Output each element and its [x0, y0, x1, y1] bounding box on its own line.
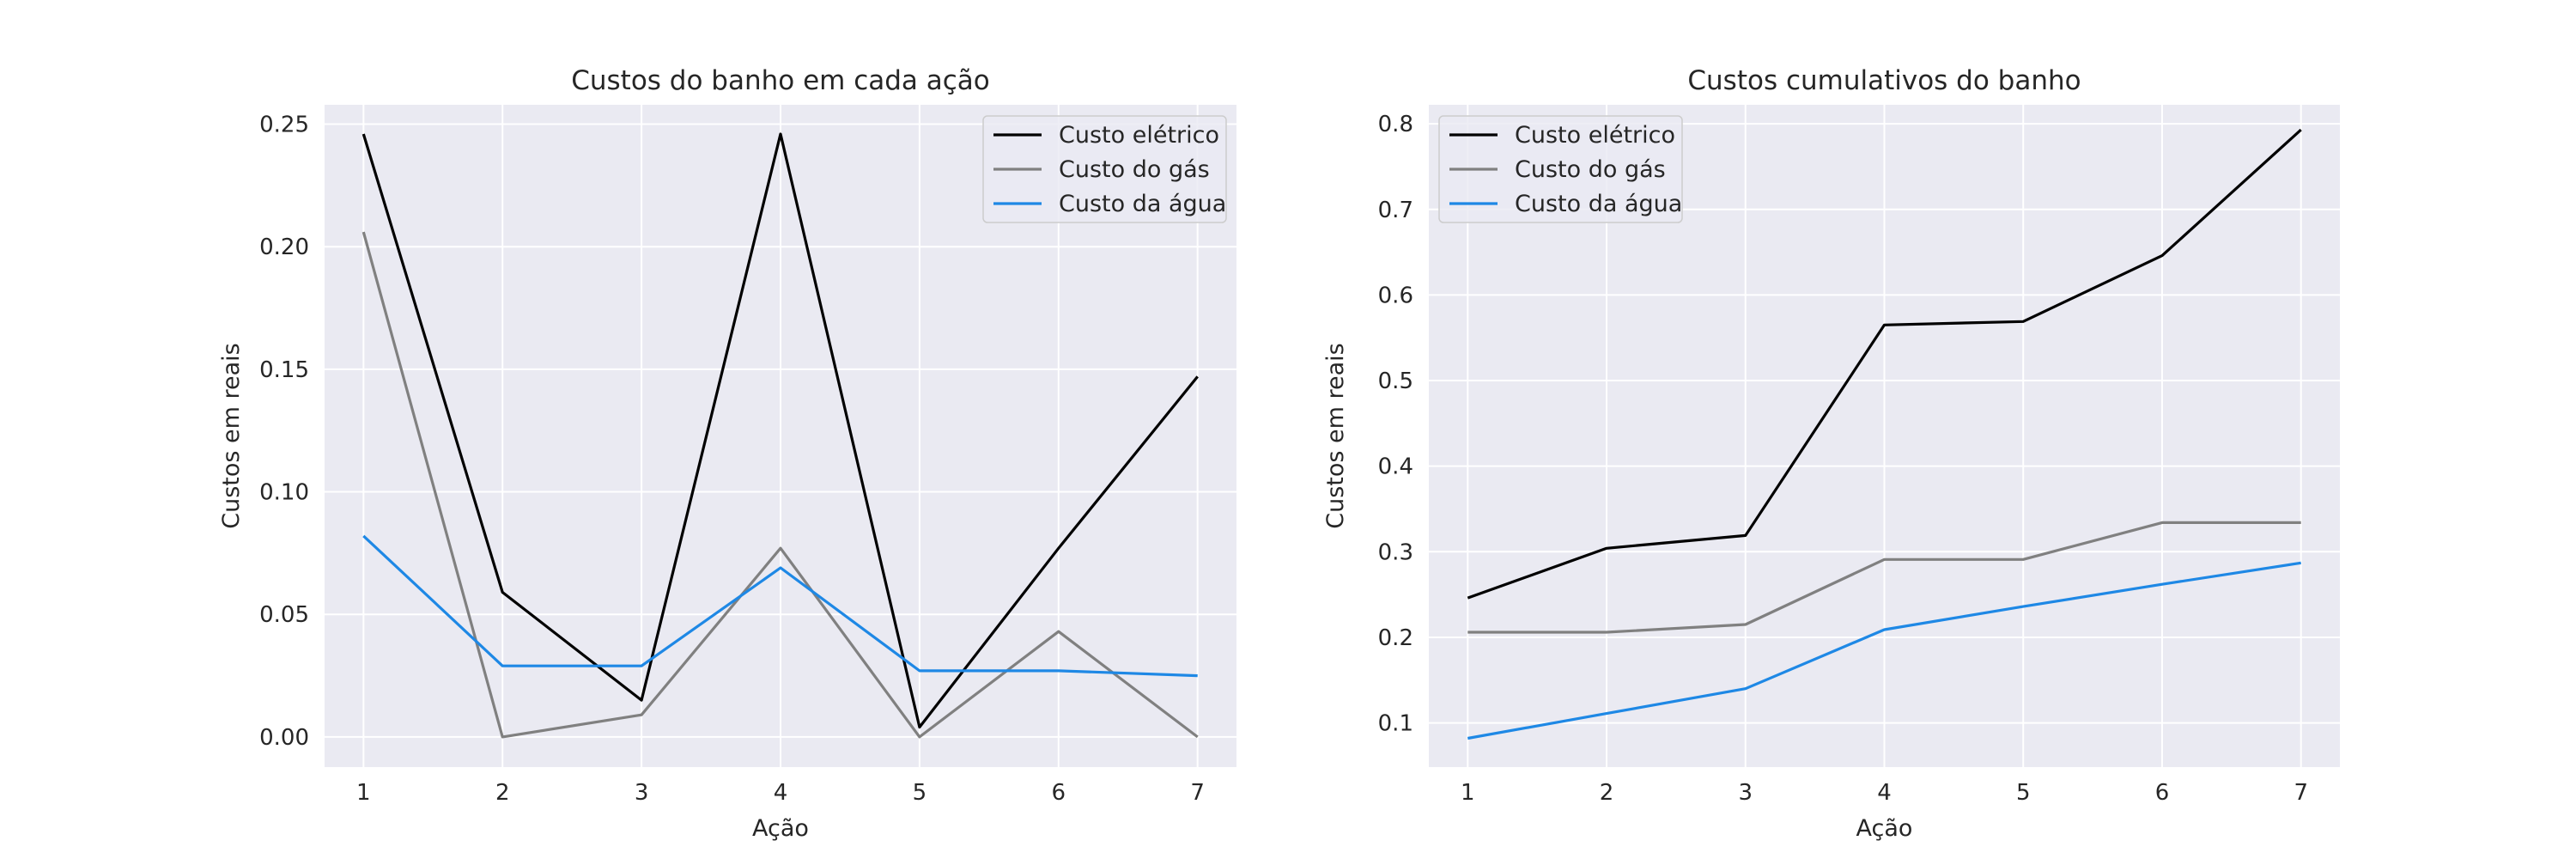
y-tick-label: 0.25	[259, 113, 309, 138]
x-tick-label: 2	[495, 780, 510, 806]
x-axis-label: Ação	[752, 815, 809, 842]
x-tick-label: 7	[2293, 780, 2308, 806]
series-line-custo-da-agua	[1467, 561, 2301, 740]
y-tick-label: 0.00	[259, 725, 309, 751]
legend-label: Custo do gás	[1515, 156, 1666, 183]
y-tick-label: 0.3	[1378, 539, 1413, 565]
y-tick-label: 0.6	[1378, 283, 1413, 308]
y-tick-label: 0.1	[1378, 711, 1413, 737]
y-axis-label: Custos em reais	[218, 343, 245, 529]
y-tick-label: 0.20	[259, 235, 309, 260]
legend-label: Custo elétrico	[1059, 122, 1219, 149]
y-tick-label: 0.4	[1378, 454, 1413, 480]
y-tick-label: 0.5	[1378, 369, 1413, 394]
y-tick-label: 0.15	[259, 357, 309, 383]
series-line-custo-eletrico	[1467, 128, 2302, 600]
x-tick-label: 6	[2155, 780, 2170, 806]
y-axis-label: Custos em reais	[1322, 343, 1349, 529]
y-tick-label: 0.2	[1378, 625, 1413, 651]
chart-title: Custos cumulativos do banho	[1687, 65, 2081, 96]
x-tick-label: 2	[1600, 780, 1614, 806]
x-tick-label: 4	[774, 780, 788, 806]
legend-box	[1438, 115, 1683, 223]
y-tick-label: 0.8	[1378, 112, 1413, 137]
x-tick-label: 4	[1877, 780, 1892, 806]
chart-left: 1 2 3 4 5 6 7 0.00 0.05 0.10 0.15 0.20 0.25 Custos do…	[218, 65, 1236, 842]
series-line-custo-do-gas	[361, 231, 1199, 739]
x-tick-label: 6	[1052, 780, 1066, 806]
x-tick-label: 7	[1190, 780, 1205, 806]
x-tick-label: 3	[635, 780, 649, 806]
y-tick-label: 0.05	[259, 602, 309, 628]
legend-label: Custo da água	[1059, 191, 1226, 217]
series-line-custo-eletrico	[361, 132, 1199, 729]
legend-label: Custo da água	[1515, 191, 1682, 217]
series-line-custo-da-agua	[362, 534, 1198, 678]
x-tick-label: 1	[356, 780, 371, 806]
legend: Custo elétrico Custo do gás Custo da água	[982, 115, 1227, 223]
x-tick-label: 5	[2016, 780, 2031, 806]
chart-title: Custos do banho em cada ação	[571, 65, 990, 96]
legend-label: Custo elétrico	[1515, 122, 1675, 149]
x-tick-label: 5	[913, 780, 927, 806]
x-tick-label: 3	[1738, 780, 1753, 806]
x-tick-label: 1	[1461, 780, 1475, 806]
legend: Custo elétrico Custo do gás Custo da água	[1438, 115, 1683, 223]
series-line-custo-do-gas	[1467, 521, 2301, 634]
legend-box	[982, 115, 1227, 223]
legend-label: Custo do gás	[1059, 156, 1210, 183]
y-tick-label: 0.10	[259, 480, 309, 506]
x-axis-label: Ação	[1856, 815, 1913, 842]
y-tick-label: 0.7	[1378, 198, 1413, 223]
chart-right: 1 2 3 4 5 6 7 0.1 0.2 0.3 0.4 0.5 0.6 0.7 0.8 Custos cu…	[1322, 65, 2340, 842]
